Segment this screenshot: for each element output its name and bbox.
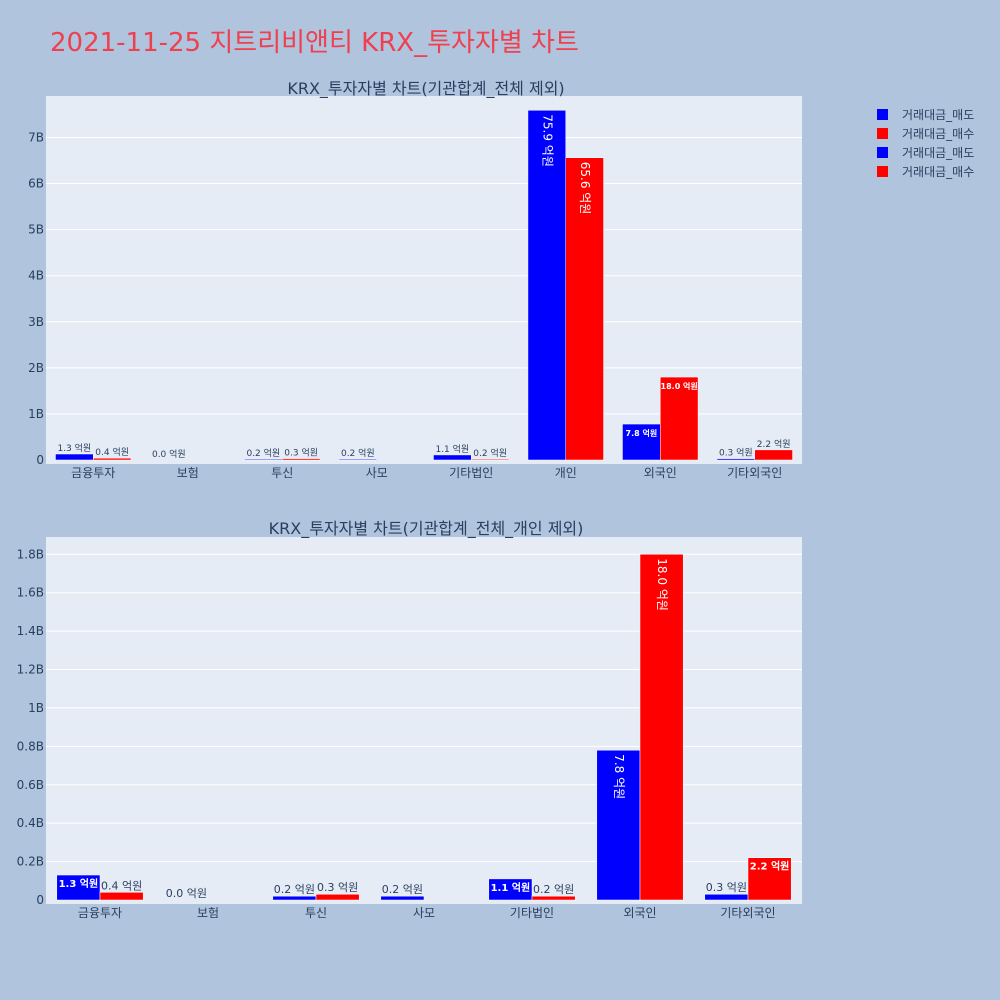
legend-label: 거래대금_매도 xyxy=(902,108,974,122)
bar xyxy=(488,878,533,901)
bar-data-label: 1.3 억원 xyxy=(57,442,91,454)
y-tick-label: 0 xyxy=(36,453,44,467)
legend-label: 거래대금_매도 xyxy=(902,146,974,160)
bar-data-label: 7.8 억원 xyxy=(626,428,658,438)
bar xyxy=(704,893,749,901)
bar-data-label: 18.0 억원 xyxy=(661,381,698,391)
y-tick-label: 0.8B xyxy=(17,739,44,753)
x-tick-label: 금융투자 xyxy=(71,466,115,480)
bar-data-label: 0.0 억원 xyxy=(166,887,207,900)
bar-data-label: 1.1 억원 xyxy=(491,881,531,894)
legend-swatch xyxy=(877,147,888,158)
y-tick-label: 5B xyxy=(28,223,44,237)
bar-data-label: 0.2 억원 xyxy=(473,447,507,459)
y-tick-label: 1B xyxy=(28,701,44,715)
x-tick-label: 금융투자 xyxy=(78,906,122,920)
bar-data-label: 0.2 억원 xyxy=(382,883,423,896)
x-tick-label: 기타법인 xyxy=(510,906,554,920)
plot-background xyxy=(46,537,802,904)
bar-data-label: 0.4 억원 xyxy=(101,879,142,892)
bar-data-label: 1.1 억원 xyxy=(435,443,469,455)
bar-data-label: 7.8 억원 xyxy=(612,754,626,799)
legend-swatch xyxy=(877,128,888,139)
bar-data-label: 0.2 억원 xyxy=(341,447,375,459)
bar xyxy=(660,376,699,461)
bar-data-label: 0.3 억원 xyxy=(719,447,753,459)
x-tick-label: 외국인 xyxy=(644,466,677,480)
bar xyxy=(99,892,144,901)
y-tick-label: 1.2B xyxy=(17,663,44,677)
bar-data-label: 0.3 억원 xyxy=(284,447,318,459)
bar-data-label: 0.2 억원 xyxy=(533,883,574,896)
chart-1: 0 1B 2B 3B 4B 5B 6B 7B KRX_투자자별 차트(기관합계_전체 제외) 금융… xyxy=(28,79,802,480)
y-tick-label: 1.6B xyxy=(17,586,44,600)
bar xyxy=(315,893,360,901)
x-tick-label: 기타법인 xyxy=(449,466,493,480)
legend-label: 거래대금_매수 xyxy=(902,127,974,141)
bar xyxy=(338,458,378,461)
bar-data-label: 0.3 억원 xyxy=(317,881,358,894)
bar xyxy=(244,458,283,461)
x-tick-label: 보험 xyxy=(177,466,199,480)
y-tick-label: 1.8B xyxy=(17,547,44,561)
y-tick-label: 1.4B xyxy=(17,624,44,638)
y-tick-label: 1B xyxy=(28,407,44,421)
y-tick-label: 0.4B xyxy=(17,816,44,830)
y-tick-label: 0.2B xyxy=(17,855,44,869)
x-tick-label: 사모 xyxy=(366,466,388,480)
bar xyxy=(754,449,793,461)
bar-data-label: 2.2 억원 xyxy=(757,438,791,450)
bar xyxy=(639,554,684,901)
bar-data-label: 0.2 억원 xyxy=(246,447,280,459)
x-tick-label: 투신 xyxy=(305,906,327,920)
bar xyxy=(716,458,756,461)
bar-data-label: 0.3 억원 xyxy=(706,881,747,894)
bar xyxy=(380,895,425,901)
bar-data-label: 75.9 억원 xyxy=(540,114,554,167)
y-tick-label: 4B xyxy=(28,269,44,283)
x-tick-label: 사모 xyxy=(413,906,435,920)
bar xyxy=(56,874,101,901)
bar xyxy=(93,457,132,461)
bar xyxy=(596,749,641,901)
bar xyxy=(55,453,94,461)
bar-data-label: 65.6 억원 xyxy=(578,162,592,215)
bar xyxy=(527,110,567,461)
page-title: 2021-11-25 지트리비앤티 KRX_투자자별 차트 xyxy=(50,28,579,58)
y-tick-label: 2B xyxy=(28,361,44,375)
bar-data-label: 0.0 억원 xyxy=(152,448,186,460)
x-tick-label: 개인 xyxy=(555,466,577,480)
bar xyxy=(272,895,317,901)
x-tick-label: 기타외국인 xyxy=(720,906,775,920)
y-tick-label: 0 xyxy=(36,893,44,907)
y-tick-label: 6B xyxy=(28,177,44,191)
bar xyxy=(622,423,661,461)
bar xyxy=(282,458,321,461)
chart-subtitle: KRX_투자자별 차트(기관합계_전체_개인 제외) xyxy=(269,519,584,539)
x-tick-label: 외국인 xyxy=(623,906,656,920)
x-tick-label: 보험 xyxy=(197,906,219,920)
chart-2: 0 0.2B 0.4B 0.6B 0.8B 1B 1.2B 1.4B 1.6B 1.8B KRX_투… xyxy=(17,519,802,920)
bar xyxy=(531,895,576,901)
legend-label: 거래대금_매수 xyxy=(902,165,974,179)
bar xyxy=(747,857,792,901)
bar-data-label: 2.2 억원 xyxy=(750,860,790,873)
bar-data-label: 0.4 억원 xyxy=(95,446,129,458)
bar-data-label: 1.3 억원 xyxy=(59,877,99,890)
bar xyxy=(565,157,604,461)
y-tick-label: 0.6B xyxy=(17,778,44,792)
legend-swatch xyxy=(877,109,888,120)
x-tick-label: 투신 xyxy=(271,466,293,480)
chart-subtitle: KRX_투자자별 차트(기관합계_전체 제외) xyxy=(287,79,564,99)
y-tick-label: 3B xyxy=(28,315,44,329)
bar-data-label: 18.0 억원 xyxy=(655,558,669,611)
bar-data-label: 0.2 억원 xyxy=(274,883,315,896)
x-tick-label: 기타외국인 xyxy=(727,466,782,480)
y-tick-label: 7B xyxy=(28,130,44,144)
bar xyxy=(433,454,472,461)
bar xyxy=(471,458,510,461)
legend-swatch xyxy=(877,166,888,177)
